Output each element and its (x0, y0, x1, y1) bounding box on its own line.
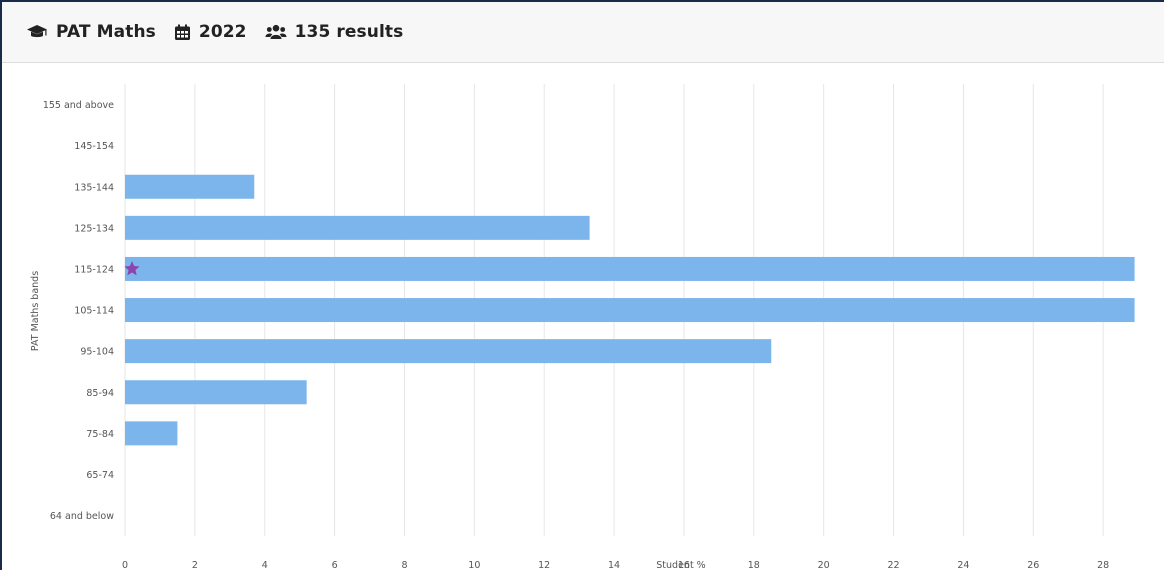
graduation-cap-icon (27, 25, 47, 38)
y-tick-label: 75-84 (86, 429, 114, 440)
bar-115-124[interactable] (125, 256, 1135, 281)
x-tick-label: 8 (401, 560, 407, 570)
results-label: 135 results (294, 22, 404, 42)
x-tick-label: 22 (887, 560, 899, 570)
panel-header: PAT Maths 2022 (2, 2, 1164, 63)
year-group: 2022 (174, 22, 247, 42)
y-tick-label: 135-144 (74, 182, 114, 193)
x-tick-label: 18 (748, 560, 760, 570)
x-tick-label: 24 (957, 560, 969, 570)
x-tick-label: 14 (608, 560, 620, 570)
x-tick-label: 20 (818, 560, 830, 570)
marker-layer (124, 260, 140, 276)
y-tick-label: 85-94 (86, 388, 114, 399)
x-tick-label: 26 (1027, 560, 1039, 570)
bars (125, 174, 1135, 446)
x-tick-label: 2 (192, 560, 198, 570)
y-tick-label: 65-74 (86, 470, 114, 481)
results-group: 135 results (265, 22, 404, 42)
bar-105-114[interactable] (125, 298, 1135, 323)
x-tick-label: 4 (262, 560, 268, 570)
bar-75-84[interactable] (125, 421, 178, 446)
x-tick-label: 28 (1097, 560, 1109, 570)
bar-125-134[interactable] (125, 215, 590, 240)
y-tick-label: 64 and below (50, 511, 114, 522)
x-axis-title: Student % (656, 560, 705, 570)
subject-label: PAT Maths (56, 22, 156, 42)
star-marker-icon[interactable] (124, 260, 140, 276)
y-axis-title: PAT Maths bands (30, 271, 41, 351)
bar-95-104[interactable] (125, 339, 772, 364)
x-tick-label: 12 (538, 560, 550, 570)
y-tick-labels: 155 and above 145-154 135-144 125-134 115-12… (43, 100, 114, 522)
bar-chart-svg: 155 and above 145-154 135-144 125-134 115-12… (30, 84, 1135, 570)
calendar-icon (174, 24, 190, 40)
x-tick-label: 6 (332, 560, 338, 570)
x-tick-labels: 024681012141618202224262830 (122, 560, 1109, 570)
bar-135-144[interactable] (125, 174, 255, 199)
year-label: 2022 (198, 22, 247, 42)
bar-85-94[interactable] (125, 380, 307, 405)
x-tick-label: 0 (122, 560, 128, 570)
y-tick-label: 145-154 (74, 141, 114, 152)
pat-bands-chart: 155 and above 145-154 135-144 125-134 115-12… (2, 64, 1164, 570)
subject-group: PAT Maths (26, 22, 156, 42)
users-icon (265, 24, 287, 39)
y-tick-label: 125-134 (74, 223, 114, 234)
y-tick-label: 95-104 (80, 347, 114, 358)
x-tick-label: 16 (678, 560, 690, 570)
y-tick-label: 115-124 (74, 264, 114, 275)
x-tick-label: 10 (468, 560, 480, 570)
y-tick-label: 105-114 (74, 306, 114, 317)
y-tick-label: 155 and above (43, 100, 114, 111)
